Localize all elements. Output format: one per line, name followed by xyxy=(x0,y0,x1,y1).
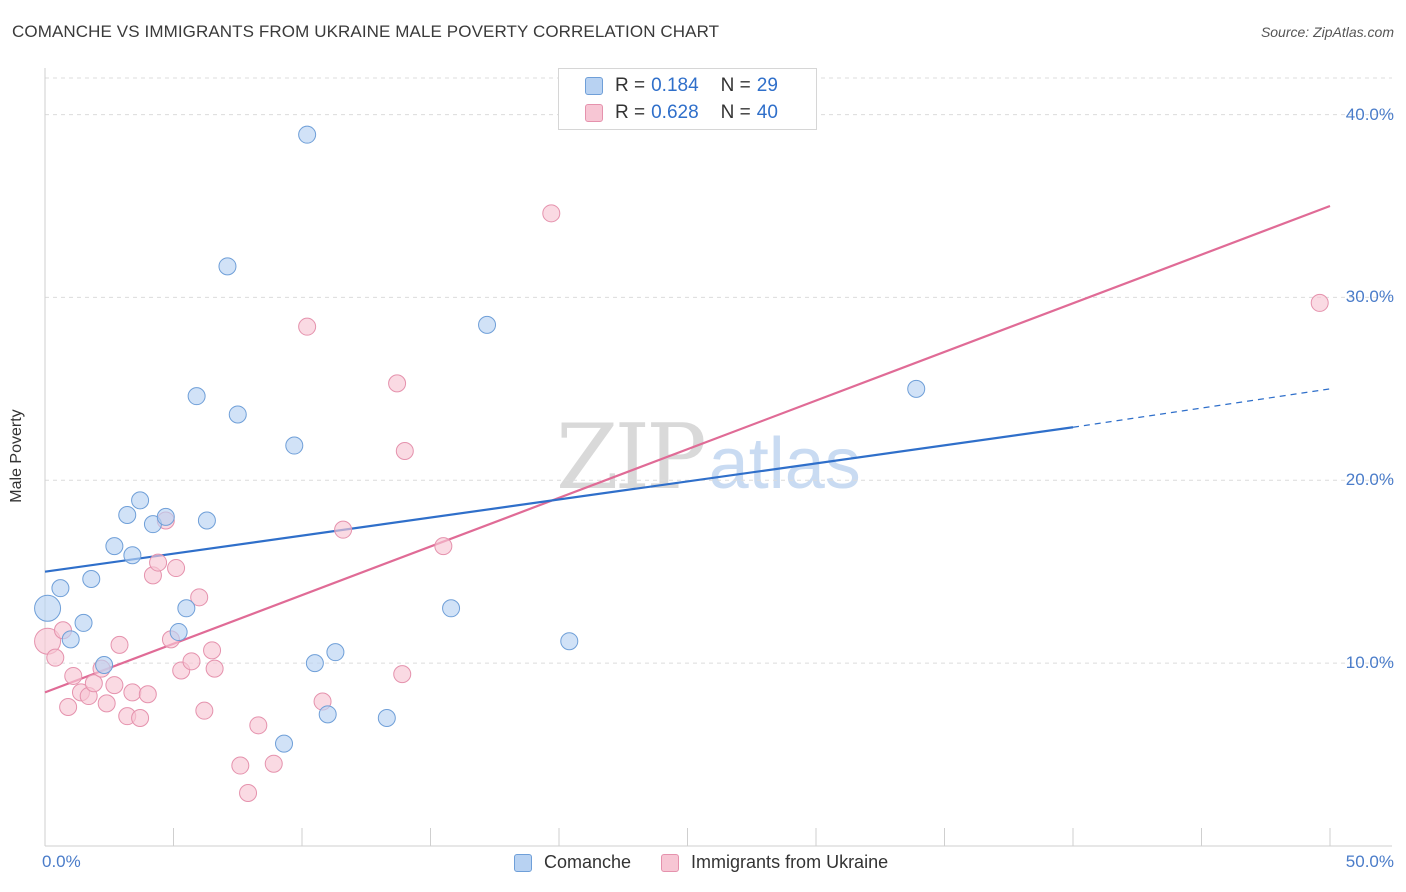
comanche-point xyxy=(51,579,70,598)
ukraine-point xyxy=(105,676,124,695)
ukraine-point xyxy=(84,674,103,693)
ukraine-point xyxy=(123,683,142,702)
y-tick-label-20: 20.0% xyxy=(1345,470,1394,490)
legend-n-label: N = xyxy=(720,102,751,123)
comanche-point xyxy=(377,709,396,727)
y-tick-label-40: 40.0% xyxy=(1345,104,1394,124)
comanche-point xyxy=(305,654,324,673)
ukraine-point xyxy=(190,588,209,607)
comanche-points xyxy=(34,125,926,753)
ukraine-points xyxy=(34,204,1329,802)
legend-row-comanche: R = 0.184 N = 29 xyxy=(585,73,778,99)
ukraine-point xyxy=(388,374,407,393)
comanche-point xyxy=(123,546,142,565)
ukraine-point xyxy=(298,317,317,336)
comanche-swatch-icon xyxy=(514,853,532,872)
ukraine-point xyxy=(203,641,222,660)
comanche-point xyxy=(907,379,926,398)
legend-r-value: 0.628 xyxy=(651,102,699,123)
comanche-point xyxy=(218,257,237,276)
comanche-point xyxy=(74,613,93,632)
comanche-point xyxy=(95,655,114,674)
ukraine-swatch-icon xyxy=(661,853,680,872)
x-tick-label-min: 0.0% xyxy=(42,852,81,871)
comanche-point xyxy=(169,623,188,642)
ukraine-point xyxy=(1310,293,1329,312)
comanche-point xyxy=(34,594,62,622)
comanche-point xyxy=(131,491,150,510)
y-axis-label: Male Poverty xyxy=(8,409,25,503)
ukraine-point xyxy=(167,559,186,578)
comanche-point xyxy=(187,387,206,406)
comanche-point xyxy=(326,643,345,662)
comanche-point xyxy=(298,125,317,144)
ukraine-point xyxy=(149,553,168,572)
ukraine-point xyxy=(46,648,65,667)
source-credit: Source: ZipAtlas.com xyxy=(1260,24,1394,40)
legend-label-ukraine: Immigrants from Ukraine xyxy=(691,852,889,872)
comanche-point xyxy=(275,734,294,753)
legend-r-value: 0.184 xyxy=(651,75,699,96)
series-legend: Comanche Immigrants from Ukraine xyxy=(514,852,918,873)
y-tick-label-10: 10.0% xyxy=(1345,653,1394,673)
legend-item-ukraine[interactable]: Immigrants from Ukraine xyxy=(661,852,888,873)
comanche-point xyxy=(478,315,497,334)
axes xyxy=(44,68,1392,847)
ukraine-point xyxy=(264,754,283,773)
ukraine-trend-line xyxy=(44,204,1331,694)
comanche-point xyxy=(285,436,304,455)
ukraine-point xyxy=(231,756,250,775)
ukraine-point xyxy=(195,701,214,720)
legend-r-label: R = xyxy=(615,75,646,96)
comanche-point xyxy=(118,506,137,525)
grid-lines xyxy=(45,77,1392,664)
ukraine-point xyxy=(97,694,116,713)
legend-row-ukraine: R = 0.628 N = 40 xyxy=(585,100,778,126)
comanche-point xyxy=(177,599,196,618)
legend-item-comanche[interactable]: Comanche xyxy=(514,852,631,873)
comanche-point xyxy=(197,511,216,530)
comanche-trend-extension xyxy=(1072,388,1331,428)
comanche-point xyxy=(82,570,101,589)
ukraine-point xyxy=(249,716,268,735)
ukraine-point xyxy=(334,520,353,539)
legend-label-comanche: Comanche xyxy=(544,852,632,872)
ukraine-point xyxy=(393,665,412,684)
trend-lines xyxy=(44,204,1331,694)
x-tick-label-max: 50.0% xyxy=(1345,852,1394,871)
comanche-point xyxy=(61,630,80,649)
comanche-point xyxy=(560,632,579,651)
legend-n-value: 40 xyxy=(756,102,778,123)
ukraine-point xyxy=(59,698,78,717)
comanche-point xyxy=(156,507,175,526)
ukraine-point xyxy=(64,666,83,685)
legend-n-value: 29 xyxy=(756,75,778,96)
ukraine-point xyxy=(182,652,201,671)
ukraine-point xyxy=(138,685,157,704)
ukraine-point xyxy=(110,635,129,654)
ukraine-point xyxy=(395,442,414,461)
comanche-point xyxy=(105,537,124,556)
comanche-trend-line xyxy=(44,426,1074,573)
ukraine-point xyxy=(239,783,258,802)
y-tick-label-30: 30.0% xyxy=(1345,287,1394,307)
correlation-legend: R = 0.184 N = 29 R = 0.628 N = 40 xyxy=(558,68,817,130)
comanche-swatch-icon xyxy=(585,77,603,95)
comanche-point xyxy=(318,705,337,724)
ukraine-swatch-icon xyxy=(585,104,603,122)
ukraine-point xyxy=(542,204,561,223)
comanche-point xyxy=(228,405,247,424)
chart-title: COMANCHE VS IMMIGRANTS FROM UKRAINE MALE… xyxy=(12,22,720,41)
comanche-point xyxy=(442,599,461,618)
ukraine-point xyxy=(131,709,150,727)
legend-r-label: R = xyxy=(615,102,646,123)
ukraine-point xyxy=(434,537,453,556)
ukraine-point xyxy=(205,659,224,678)
legend-n-label: N = xyxy=(720,75,751,96)
